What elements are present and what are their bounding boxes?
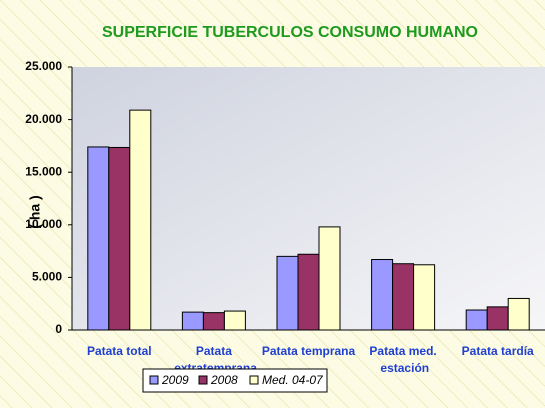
bar xyxy=(392,263,415,331)
x-tick-label: Patata med. estación xyxy=(369,344,436,375)
legend-label: 2009 xyxy=(161,373,189,387)
chart-title: SUPERFICIE TUBERCULOS CONSUMO HUMANO xyxy=(102,24,478,41)
bar xyxy=(202,312,225,331)
y-tick-label: 25.000 xyxy=(25,59,62,73)
bar xyxy=(129,109,152,331)
legend-swatch xyxy=(198,375,208,385)
x-tick-label: Patata tardía xyxy=(462,344,534,358)
bar xyxy=(413,264,436,331)
bar xyxy=(371,259,394,331)
y-tick-label: 5.000 xyxy=(32,270,62,284)
legend-swatch xyxy=(249,375,259,385)
legend-swatch xyxy=(149,375,159,385)
x-tick-label: Patata temprana xyxy=(262,344,356,358)
y-tick-label: 10.000 xyxy=(25,217,62,231)
bar xyxy=(318,226,341,331)
bar xyxy=(276,255,299,331)
y-tick-label: 20.000 xyxy=(25,112,62,126)
bar xyxy=(108,146,131,331)
bar xyxy=(465,309,488,331)
y-tick-label: 0 xyxy=(55,322,62,336)
bar xyxy=(486,306,509,331)
y-axis-label: ( ha ) xyxy=(27,195,43,228)
legend-label: Med. 04-07 xyxy=(262,373,324,387)
y-tick-label: 15.000 xyxy=(25,164,62,178)
bar xyxy=(297,253,320,331)
legend-box xyxy=(142,368,328,393)
x-tick-label: Patata total xyxy=(87,344,152,358)
bar xyxy=(87,146,110,331)
bar xyxy=(507,297,530,331)
bar xyxy=(223,310,246,331)
bar xyxy=(181,311,204,331)
legend-label: 2008 xyxy=(210,373,238,387)
